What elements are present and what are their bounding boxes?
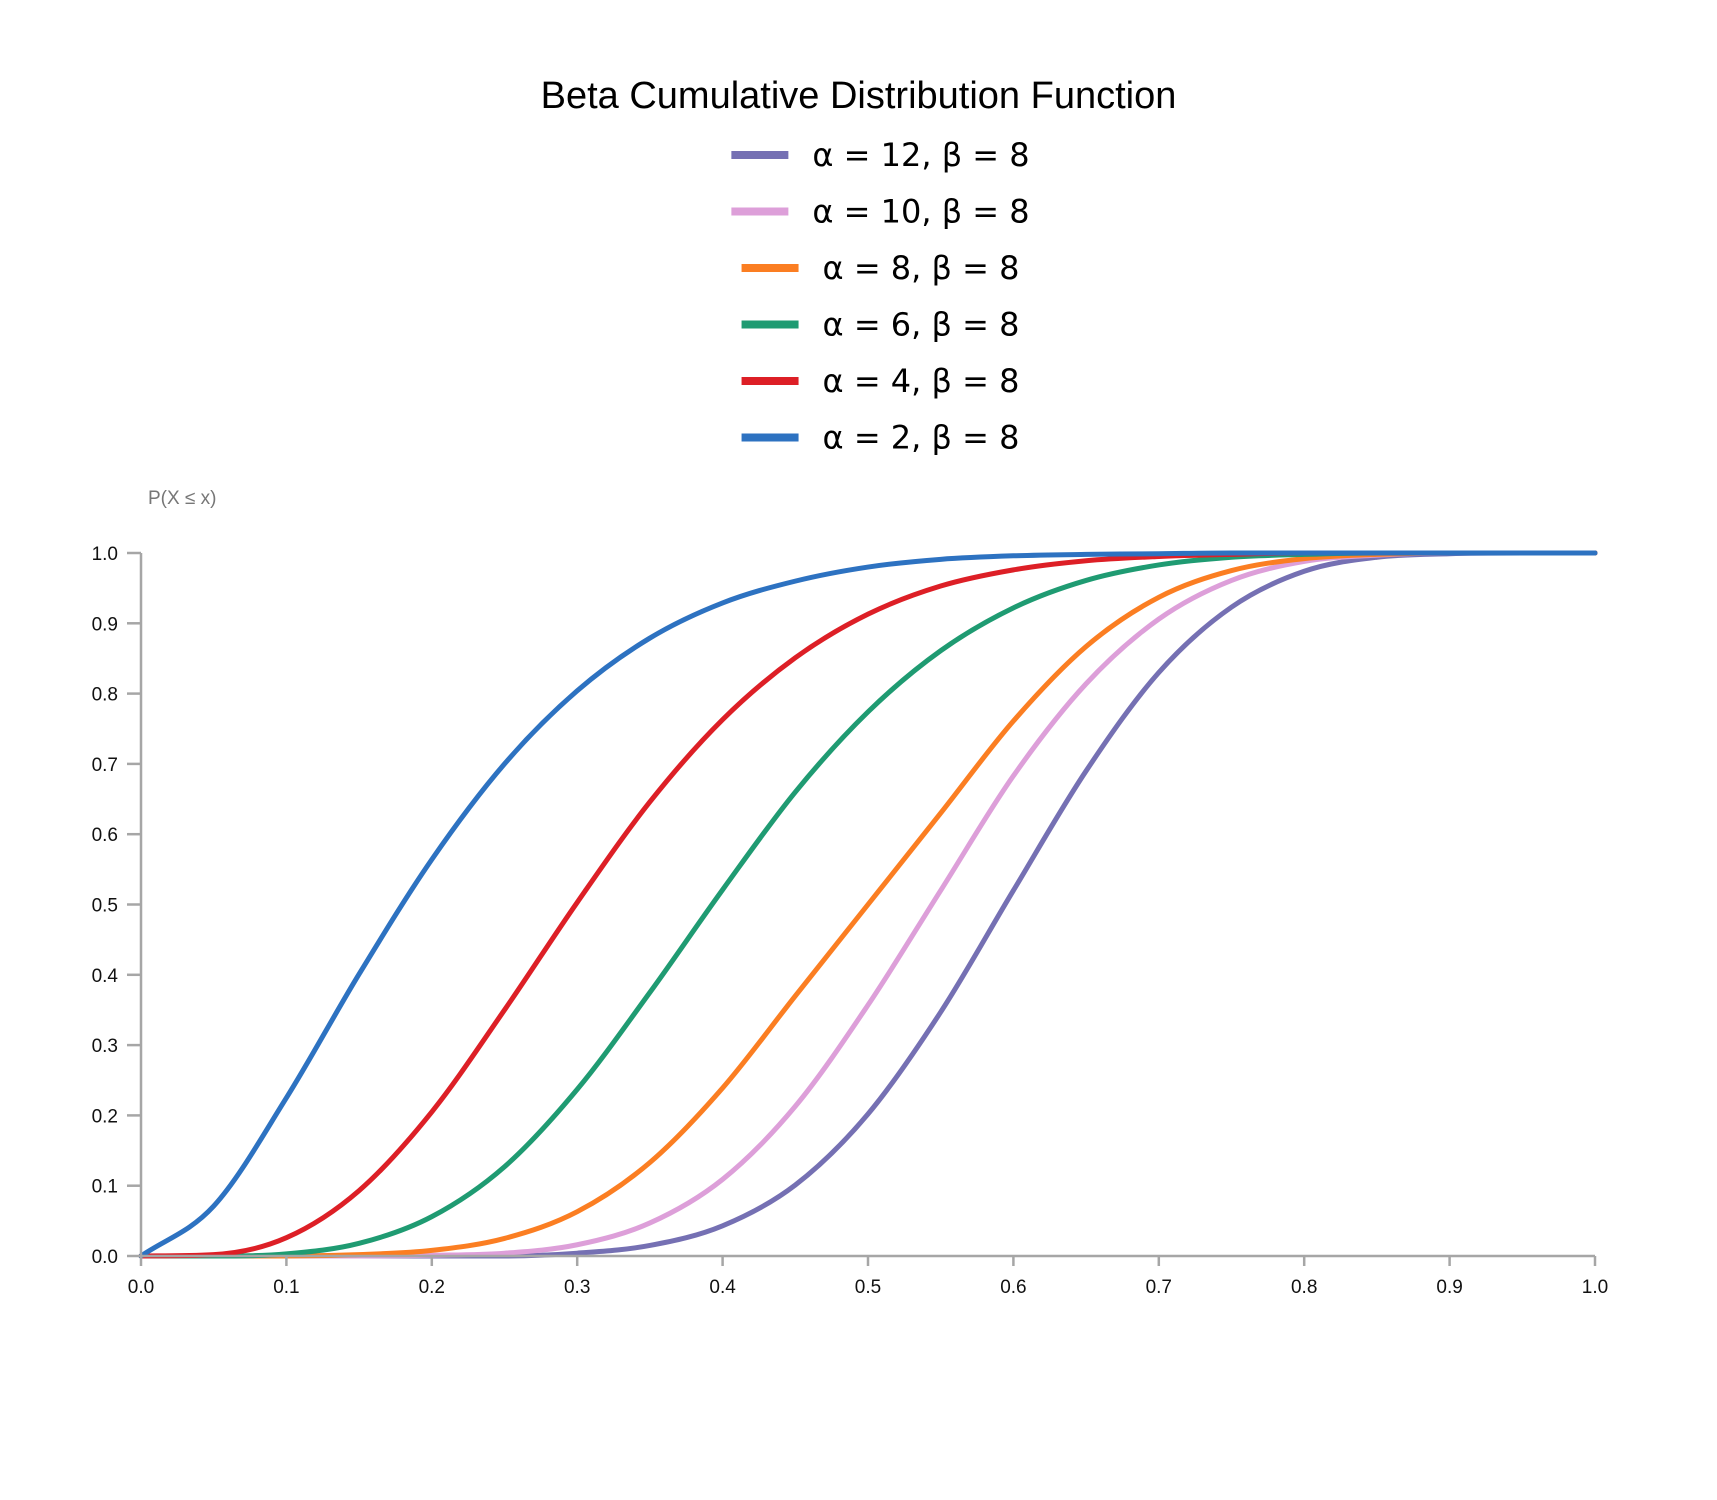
y-tick-label: 0.3 bbox=[92, 1036, 118, 1057]
x-tick-label: 0.7 bbox=[1146, 1277, 1172, 1298]
legend-item: α = 4, β = 8 bbox=[741, 362, 1020, 400]
legend-label: α = 6, β = 8 bbox=[823, 306, 1020, 344]
y-tick-label: 0.8 bbox=[92, 685, 118, 706]
y-tick-label: 0.9 bbox=[92, 614, 118, 635]
x-tick-label: 0.6 bbox=[1000, 1277, 1026, 1298]
x-tick-label: 0.8 bbox=[1291, 1277, 1317, 1298]
x-tick-label: 0.1 bbox=[273, 1277, 299, 1298]
y-tick-label: 0.2 bbox=[92, 1106, 118, 1127]
series-line-3 bbox=[138, 550, 1598, 1259]
x-tick-label: 0.2 bbox=[419, 1277, 445, 1298]
legend-item: α = 12, β = 8 bbox=[731, 136, 1030, 174]
x-tick-label: 0.0 bbox=[128, 1277, 154, 1298]
legend-label: α = 8, β = 8 bbox=[823, 249, 1020, 287]
axes: 0.0 0.1 0.2 0.3 0.4 0.5 0.6 0.7 0.8 0.9 1.0 0.0 0.1 0… bbox=[92, 544, 1609, 1298]
y-tick-label: 0.4 bbox=[92, 966, 119, 987]
legend-item: α = 6, β = 8 bbox=[741, 306, 1020, 344]
y-tick-label: 0.1 bbox=[92, 1177, 118, 1198]
y-tick-label: 0.0 bbox=[92, 1247, 118, 1268]
x-tick-label: 0.4 bbox=[709, 1277, 736, 1298]
legend-label: α = 10, β = 8 bbox=[812, 193, 1029, 231]
legend-item: α = 2, β = 8 bbox=[741, 419, 1020, 457]
series-lines bbox=[138, 550, 1598, 1259]
legend: α = 12, β = 8 α = 10, β = 8 α = 8, β = 8 α … bbox=[731, 136, 1030, 457]
x-tick-label: 0.5 bbox=[855, 1277, 881, 1298]
legend-label: α = 12, β = 8 bbox=[812, 136, 1029, 174]
x-tick-label: 1.0 bbox=[1582, 1277, 1608, 1298]
legend-label: α = 2, β = 8 bbox=[823, 419, 1020, 457]
x-tick-label: 0.9 bbox=[1436, 1277, 1462, 1298]
y-tick-label: 1.0 bbox=[92, 544, 118, 565]
legend-item: α = 8, β = 8 bbox=[741, 249, 1020, 287]
series-line-6 bbox=[138, 550, 1598, 1259]
y-tick-label: 0.7 bbox=[92, 755, 118, 776]
x-tick-label: 0.3 bbox=[564, 1277, 590, 1298]
chart-title: Beta Cumulative Distribution Function bbox=[541, 75, 1177, 117]
y-axis-label: P(X ≤ x) bbox=[148, 488, 217, 509]
y-tick-label: 0.6 bbox=[92, 825, 118, 846]
legend-label: α = 4, β = 8 bbox=[823, 362, 1020, 400]
y-tick-label: 0.5 bbox=[92, 896, 118, 917]
legend-item: α = 10, β = 8 bbox=[731, 193, 1030, 231]
